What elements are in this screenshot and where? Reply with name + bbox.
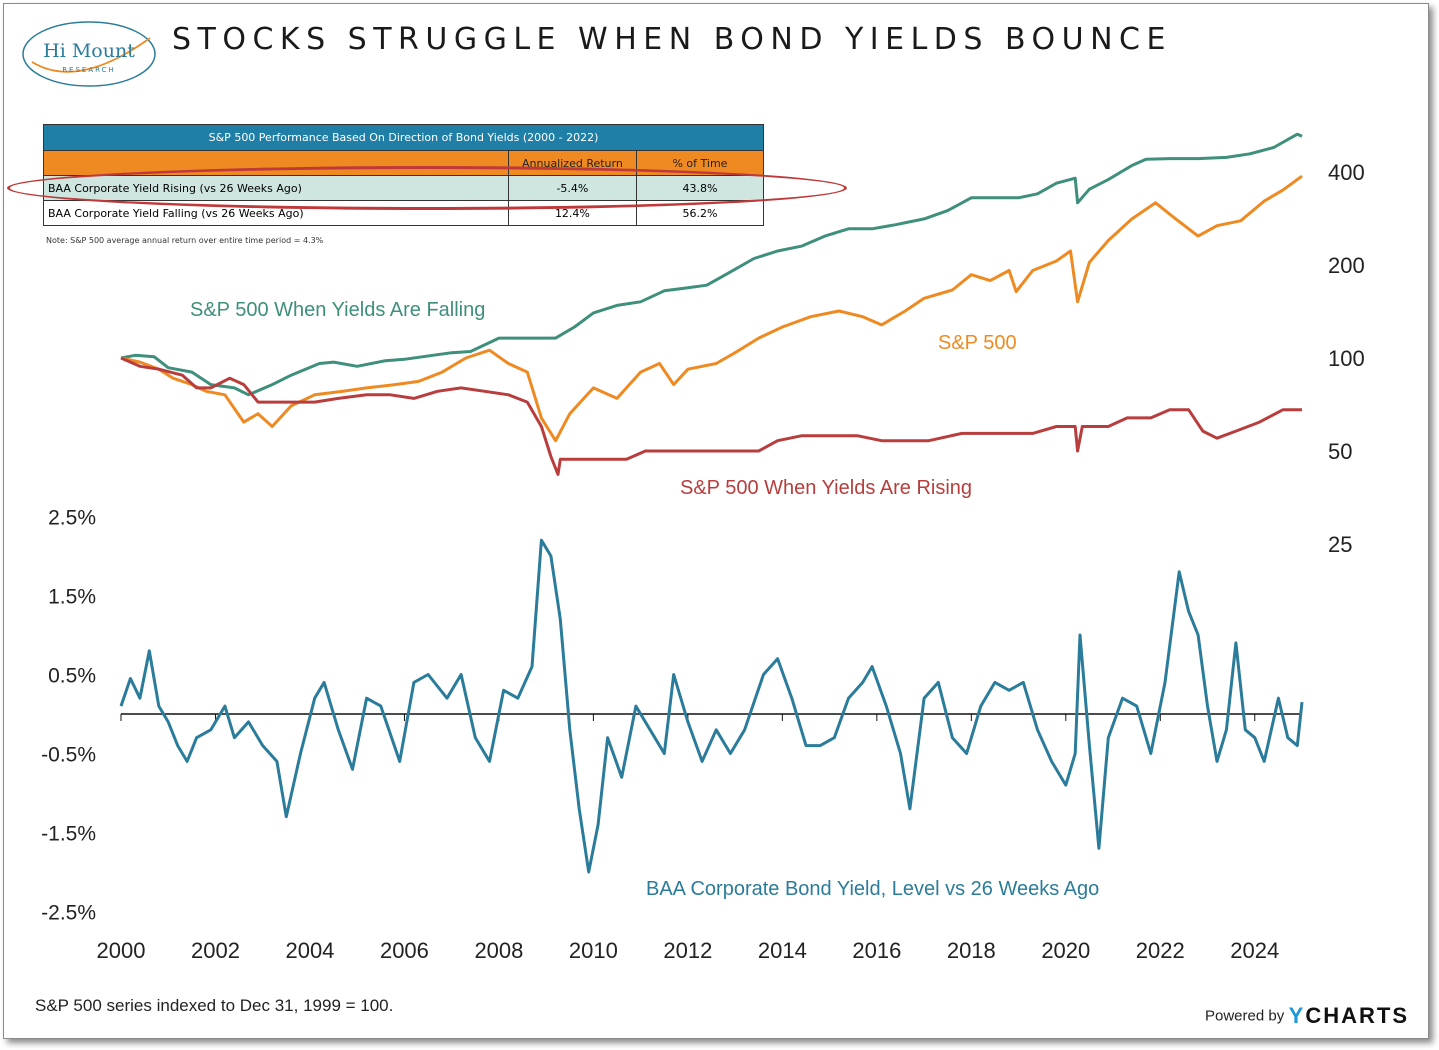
table-caption: S&P 500 Performance Based On Direction o… (43, 124, 764, 151)
top-y-tick-label: 25 (1328, 532, 1352, 557)
powered-by-label: Powered by (1205, 1007, 1285, 1025)
x-tick-label: 2020 (1041, 938, 1090, 963)
page-title: STOCKS STRUGGLE WHEN BOND YIELDS BOUNCE (172, 22, 1172, 57)
x-tick-label: 2010 (569, 938, 618, 963)
top-y-tick-label: 100 (1328, 346, 1365, 371)
series-line-s-p-500-when-yields-are-rising (120, 356, 1302, 476)
series-line-s-p-500 (120, 174, 1303, 443)
top-y-tick-label: 400 (1328, 160, 1365, 185)
x-tick-label: 2014 (758, 938, 807, 963)
x-tick-label: 2012 (663, 938, 712, 963)
top-y-tick-label: 50 (1328, 439, 1352, 464)
x-tick-label: 2008 (474, 938, 523, 963)
bottom-y-tick-label: 0.5% (48, 665, 96, 688)
table-note: Note: S&P 500 average annual return over… (46, 236, 324, 245)
x-tick-label: 2004 (285, 938, 334, 963)
x-tick-label: 2000 (97, 938, 146, 963)
series-label: S&P 500 When Yields Are Falling (190, 299, 485, 321)
hi-mount-logo: Hi Mount RESEARCH (18, 16, 160, 94)
x-tick-label: 2022 (1136, 938, 1185, 963)
bottom-y-tick-label: 2.5% (48, 507, 96, 530)
x-tick-label: 2006 (380, 938, 429, 963)
series-label: S&P 500 (938, 332, 1017, 354)
ycharts-y: Y (1288, 1003, 1306, 1028)
ycharts-wordmark: CHARTS (1305, 1003, 1410, 1028)
bottom-y-tick-label: -0.5% (41, 744, 96, 767)
x-tick-label: 2024 (1230, 938, 1279, 963)
logo-swoosh-icon (22, 21, 156, 87)
ycharts-logo: YCHARTS (1289, 1003, 1409, 1028)
x-tick-label: 2018 (947, 938, 996, 963)
bottom-y-tick-label: -1.5% (41, 823, 96, 846)
bottom-y-tick-label: -2.5% (41, 902, 96, 925)
highlight-ellipse (7, 166, 847, 210)
series-label: BAA Corporate Bond Yield, Level vs 26 We… (646, 878, 1099, 900)
series-line-baa-yield-change (119, 538, 1304, 874)
x-tick-label: 2016 (852, 938, 901, 963)
footnote: S&P 500 series indexed to Dec 31, 1999 =… (35, 996, 394, 1015)
logo-name: Hi Mount (43, 40, 135, 62)
series-line-s-p-500-when-yields-are-falling (120, 132, 1303, 397)
top-y-tick-label: 200 (1328, 253, 1365, 278)
powered-by-ycharts: Powered by YCHARTS (1205, 1003, 1409, 1029)
bottom-y-tick-label: 1.5% (48, 586, 96, 609)
logo-sub: RESEARCH (62, 66, 116, 74)
x-tick-label: 2002 (191, 938, 240, 963)
series-label: S&P 500 When Yields Are Rising (680, 477, 972, 499)
